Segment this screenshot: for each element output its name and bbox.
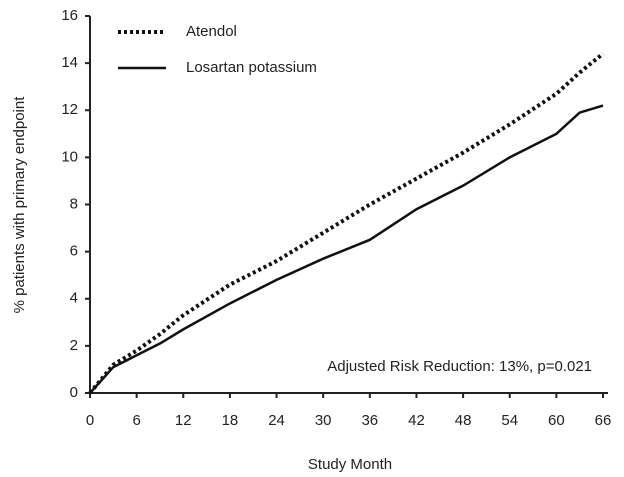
x-tick-label: 30 bbox=[315, 412, 332, 429]
series-line bbox=[89, 104, 604, 394]
y-tick-label: 2 bbox=[70, 337, 78, 354]
y-tick-label: 8 bbox=[70, 195, 78, 212]
series-line bbox=[88, 52, 605, 395]
x-tick-label: 6 bbox=[132, 412, 140, 429]
y-tick-label: 10 bbox=[61, 148, 78, 165]
legend-label: Atendol bbox=[186, 23, 237, 40]
x-tick-label: 42 bbox=[408, 412, 425, 429]
x-tick-label: 48 bbox=[455, 412, 472, 429]
x-tick-label: 0 bbox=[86, 412, 94, 429]
y-tick-label: 16 bbox=[61, 7, 78, 24]
y-tick-label: 4 bbox=[70, 290, 78, 307]
y-axis-label: % patients with primary endpoint bbox=[11, 96, 28, 314]
x-tick-label: 54 bbox=[501, 412, 518, 429]
y-tick-label: 6 bbox=[70, 243, 78, 260]
legend-label: Losartan potassium bbox=[186, 59, 317, 76]
x-tick-label: 24 bbox=[268, 412, 285, 429]
y-tick-label: 0 bbox=[70, 384, 78, 401]
x-tick-label: 18 bbox=[222, 412, 239, 429]
x-tick-label: 66 bbox=[595, 412, 612, 429]
x-tick-label: 12 bbox=[175, 412, 192, 429]
y-tick-label: 12 bbox=[61, 101, 78, 118]
x-tick-label: 36 bbox=[361, 412, 378, 429]
y-tick-label: 14 bbox=[61, 54, 78, 71]
x-axis-label: Study Month bbox=[308, 456, 392, 473]
annotation: Adjusted Risk Reduction: 13%, p=0.021 bbox=[327, 358, 592, 375]
x-tick-label: 60 bbox=[548, 412, 565, 429]
